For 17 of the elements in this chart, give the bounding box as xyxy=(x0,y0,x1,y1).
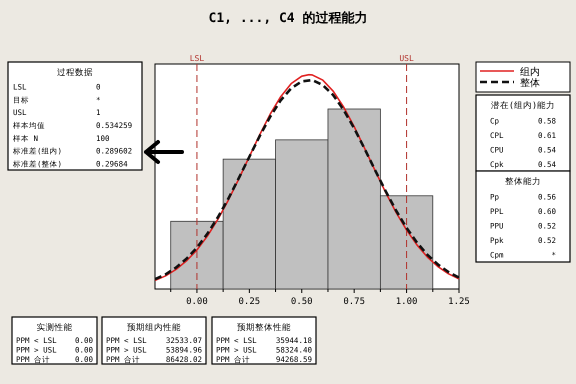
text: 预期整体性能 xyxy=(237,322,291,333)
text: 潜在(组内)能力 xyxy=(490,100,556,111)
text: 预期组内性能 xyxy=(127,322,181,333)
ref-line-label: LSL xyxy=(190,54,204,63)
legend-label: 组内 xyxy=(520,66,540,78)
text: 过程数据 xyxy=(57,67,93,78)
text: 实测性能 xyxy=(36,322,72,333)
x-tick-label: 0.25 xyxy=(238,297,260,307)
chart-title: C1, ..., C4 的过程能力 xyxy=(208,10,368,26)
x-tick-label: 0.00 xyxy=(186,297,208,307)
text: 整体能力 xyxy=(505,176,541,187)
x-tick-label: 1.00 xyxy=(396,297,418,307)
x-tick-label: 1.25 xyxy=(448,297,470,307)
ref-line-label: USL xyxy=(399,54,414,63)
x-tick-label: 0.50 xyxy=(290,297,313,307)
x-tick-label: 0.75 xyxy=(343,297,366,307)
legend-label: 整体 xyxy=(520,77,540,89)
